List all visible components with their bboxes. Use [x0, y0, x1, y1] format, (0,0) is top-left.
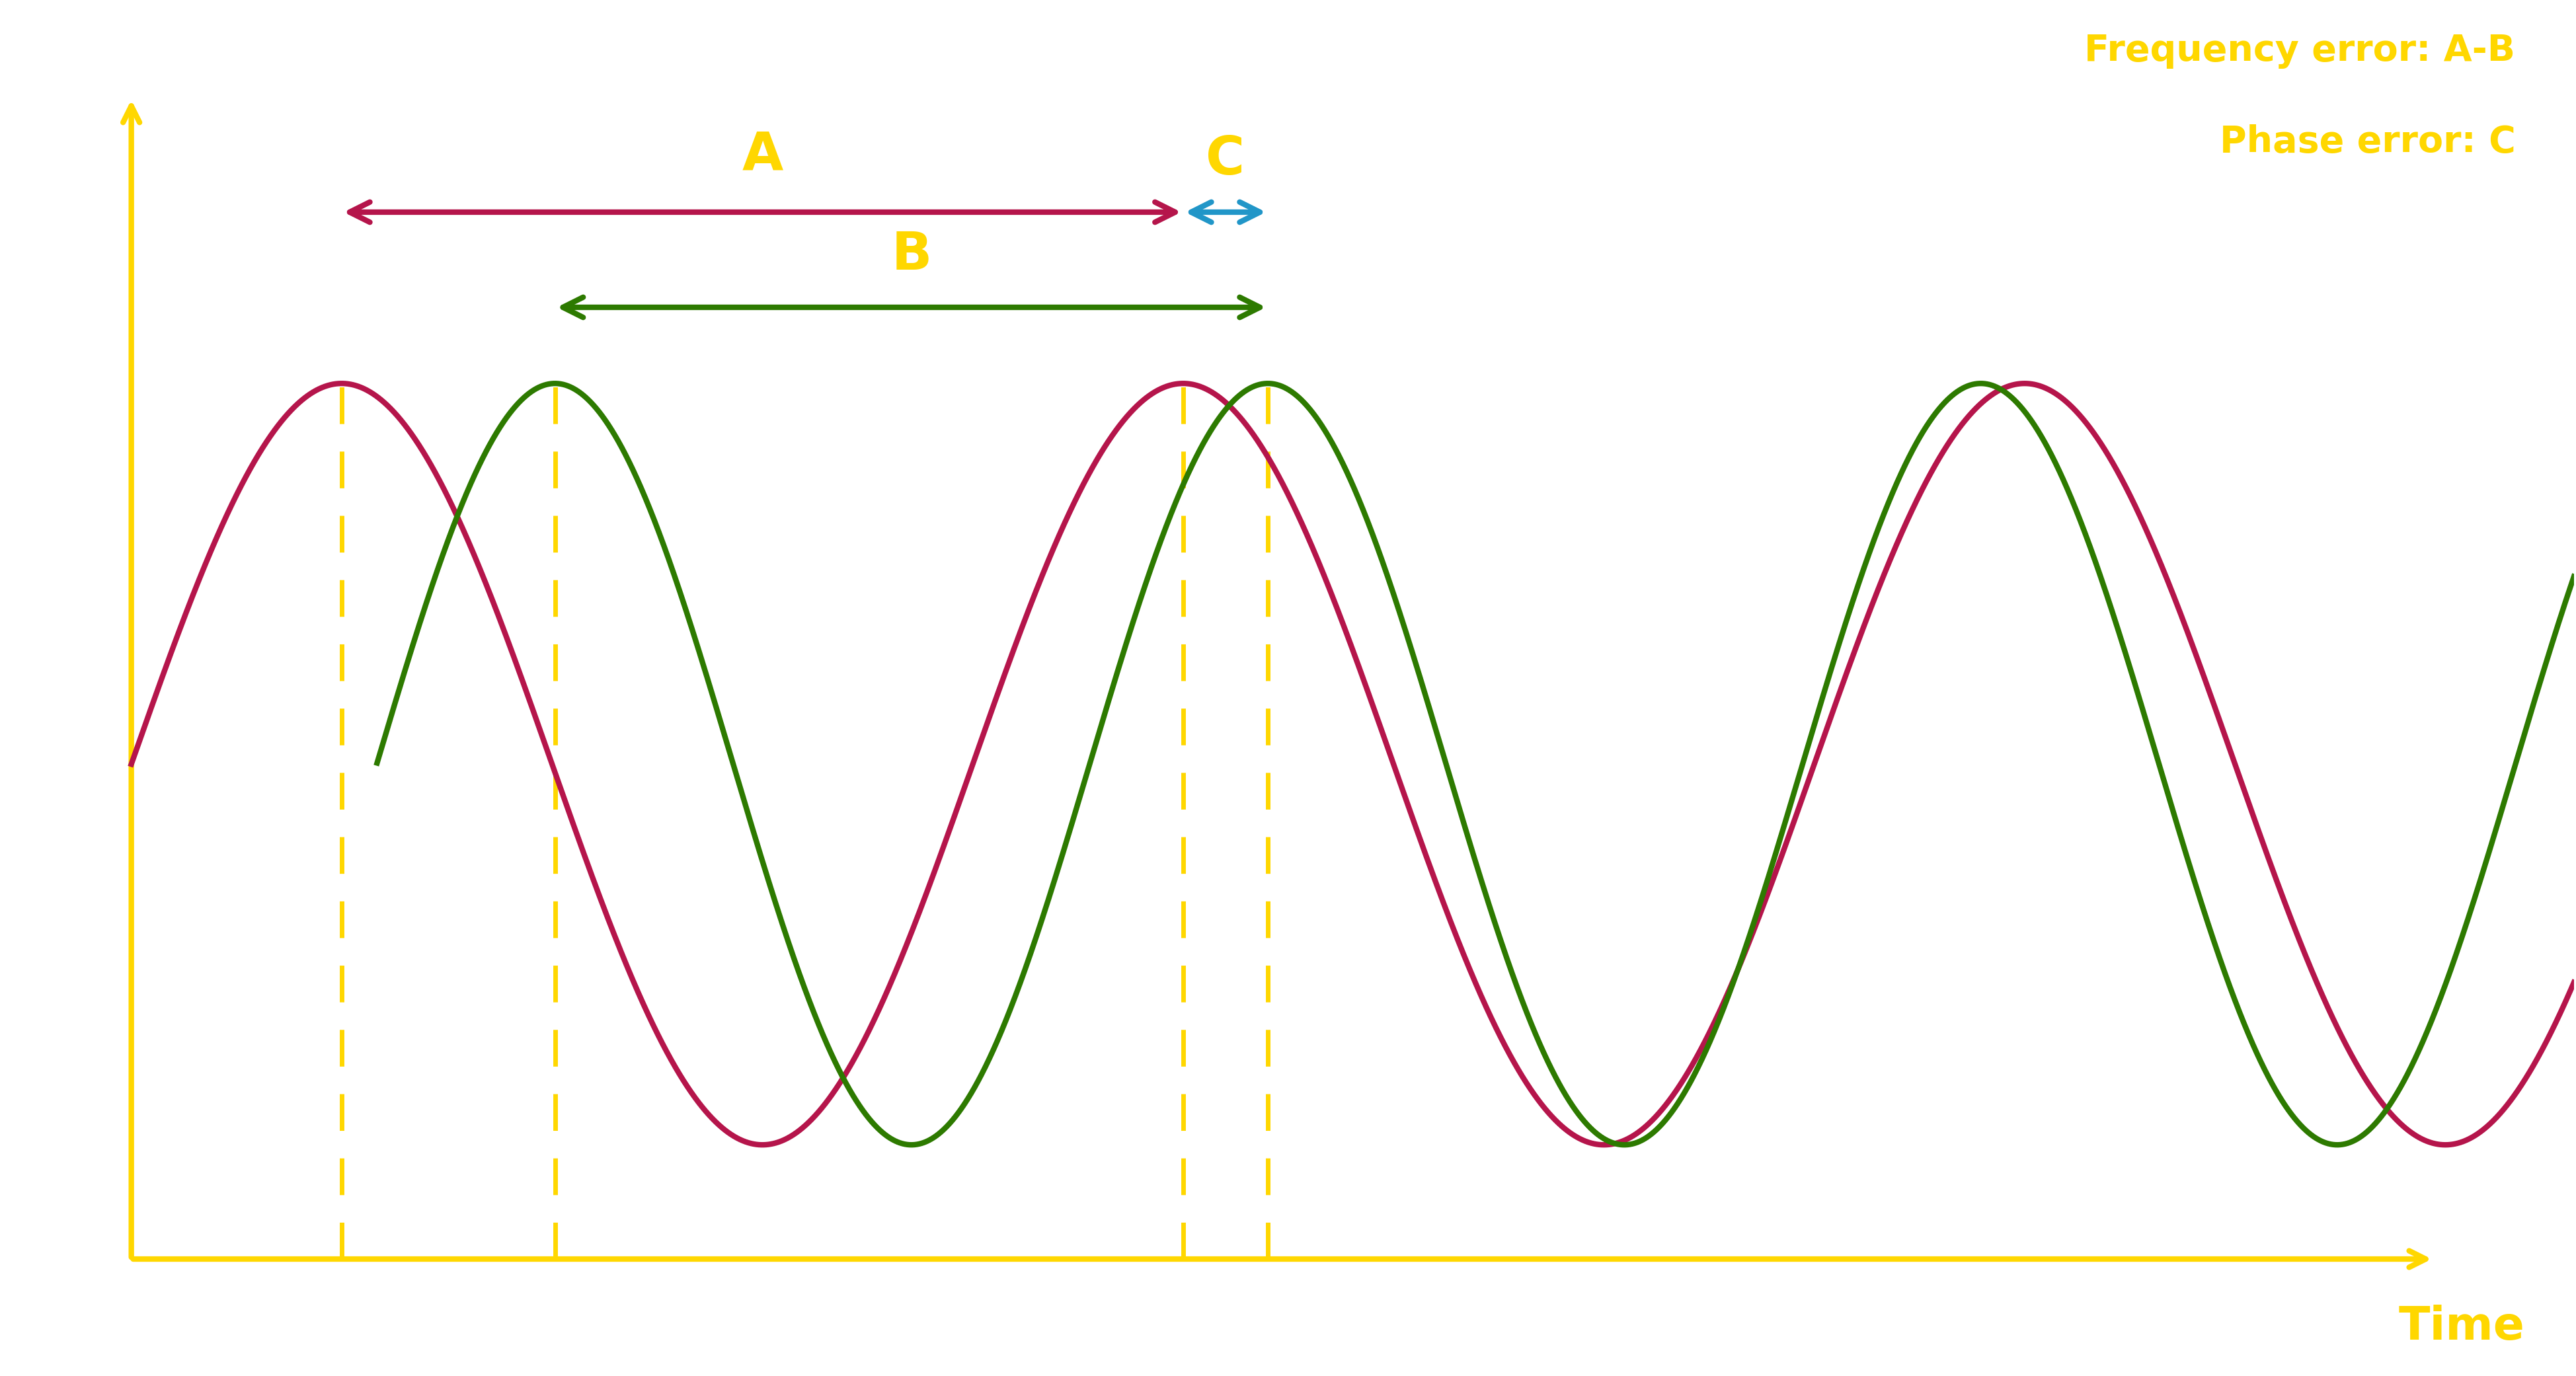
Text: Time: Time — [2398, 1304, 2524, 1348]
Text: C: C — [1206, 133, 1244, 186]
Text: Frequency error: A-B: Frequency error: A-B — [2084, 33, 2514, 69]
Text: Phase error: C: Phase error: C — [2218, 125, 2514, 160]
Text: A: A — [742, 131, 783, 182]
Text: B: B — [891, 230, 933, 281]
